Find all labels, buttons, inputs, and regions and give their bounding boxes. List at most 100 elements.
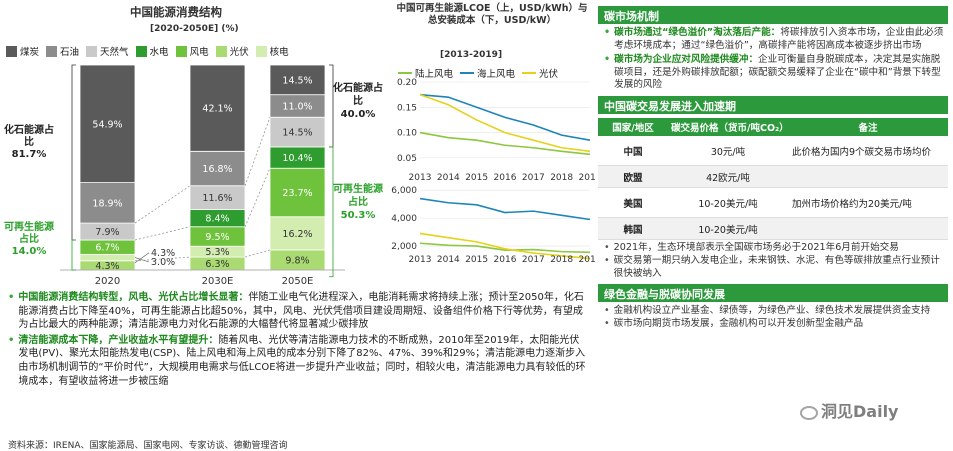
mid-legend-item-2: 光伏 [522,66,558,80]
connector-line [244,249,271,258]
legend-label: 风电 [189,47,209,58]
bar-segment [189,150,246,187]
x-tick-label: 2019 [579,173,596,182]
table-cell-price: 30元/吨 [668,135,788,167]
bar-data-label: 18.9% [92,198,122,209]
y-tick-label: 6,000 [391,186,417,196]
renew-2050-value: 50.3% [340,210,376,221]
x-tick-label: 2030E [202,276,234,287]
bar-data-label: 14.5% [282,75,312,86]
legend-item-0: 煤炭 [6,44,39,58]
right-panel: 碳市场机制 • 碳市场通过“绿色溢价”淘汰落后产能：将碳排放引入资本市场，企业由… [598,6,948,330]
p1-b2-body: 企业可衡量自身脱碳成本，决定其是实施脱碳项目，还是外购碳排放配额；碳配额交易缓释… [614,54,941,91]
legend-swatch [175,45,187,57]
bar-segment [79,182,136,224]
install-cost-line-chart: 2,000 4,000 6,000 2013 2014 2015 2016 2017 2018 2… [391,186,596,264]
mid-legend-item-0: 陆上风电 [398,66,453,80]
x-tick-label: 2018 [550,255,573,264]
lcoe-line-chart: 0.05 0.10 0.15 0.20 2013 2014 2015 2016 2017 2018… [397,78,596,182]
legend-item-5: 光伏 [215,44,249,58]
series-line [419,93,591,153]
callout-line [134,252,150,264]
bar-segment [79,64,136,184]
legend-item-3: 水电 [135,44,169,58]
watermark-logo: 洞见Daily [800,398,898,422]
bullet-dot-icon: • [8,334,15,346]
bullet-dot-icon: • [604,242,610,254]
bar-data-label: 10.4% [282,153,312,164]
legend-label: 石油 [60,47,80,58]
bar-data-label: 16.2% [282,229,312,240]
table-header-note: 备注 [788,117,948,136]
y-tick-label: 2,000 [391,242,417,252]
energy-structure-subtitle: [2020-2050E] (%) [150,24,239,34]
bullet-dot-icon: • [604,305,610,317]
bullet-dot-icon: • [604,255,610,267]
table-row: 欧盟 42欧元/吨 [598,165,948,189]
bracket-fossil-2020 [71,64,76,241]
x-tick-label: 2050E [282,276,314,287]
legend-swatch [255,45,267,57]
series-line [419,197,591,221]
legend-swatch [215,45,227,57]
carbon-price-table: 国家/地区 碳交易价格（货币/吨CO₂） 备注 中国 30元/吨 此价格为国内9… [598,117,948,241]
connector-line [134,256,191,262]
bar-segment [269,64,326,96]
carbon-trading-notes: • 2021年，生态环境部表示全国碳市场务必于2021年6月前开始交易 • 碳交易第… [598,240,948,282]
bar-segment [79,253,136,262]
legend-swatch [46,45,58,57]
legend-swatch [6,45,17,57]
x-tick-label: 2014 [437,255,460,264]
legend-label: 水电 [149,47,169,58]
green-finance-header: 绿色金融与脱碳协同发展 [598,284,948,303]
series-line [419,232,591,260]
table-cell-region: 中国 [598,135,668,167]
bar-data-label: 14.5% [282,128,312,139]
p3-b2: 碳市场向期货市场发展，金融机构可以开发创新型金融产品 [613,317,864,329]
x-tick-label: 2014 [437,173,460,182]
legend-item-4: 风电 [175,44,209,58]
x-tick-label: 2018 [550,173,573,182]
y-tick-label: 0.15 [397,103,417,113]
bar-data-label: 9.5% [205,232,229,243]
table-header-price: 碳交易价格（货币/吨CO₂） [668,117,789,136]
table-cell-note: 加州市场价格约为20美元/吨 [788,187,948,219]
callout-line [134,257,150,263]
bar-data-label: 54.9% [92,119,122,130]
legend-swatch [135,45,147,57]
legend-item-2: 天然气 [86,44,129,58]
legend-line-swatch [398,72,412,74]
renew-2020-label: 可再生能源占比 [4,222,54,245]
bar-segment [189,64,246,152]
bar-data-label: 11.6% [202,193,232,204]
fossil-2020-label: 化石能源占比 [4,125,54,148]
carbon-trading-header: 中国碳交易发展进入加速期 [598,95,948,114]
p1-b1-body: 将碳排放引入资本市场，企业由此必须考虑环境成本；通过“绿色溢价”，高碳排产能将因… [614,27,944,51]
table-cell-note [788,165,948,189]
legend-label: 陆上风电 [415,69,454,80]
legend-line-swatch [460,72,475,74]
p2-b2: 碳交易第一期只纳入发电企业，未来钢铁、水泥、有色等碳排放重点行业预计很快被纳入 [613,255,940,279]
table-cell-region: 欧盟 [598,165,668,189]
wechat-icon [800,405,818,420]
legend-item-6: 核电 [255,44,289,58]
watermark-text: 洞见Daily [821,402,899,421]
legend-swatch [86,45,98,57]
p1-b1-head: 碳市场通过“绿色溢价”淘汰落后产能： [614,27,781,38]
x-tick-label: 2017 [522,255,545,264]
connector-line [134,185,191,224]
renew-2020-value: 14.0% [11,246,47,257]
table-cell-price: 10-20美元/吨 [668,217,788,241]
x-tick-label: 2013 [409,255,432,264]
table-row: 美国 10-20美元/吨 加州市场价格约为20美元/吨 [598,187,948,219]
bar-data-label: 11.0% [282,101,312,112]
table-row: 中国 30元/吨 此价格为国内9个碳交易市场均价 [598,135,948,167]
connector-line [244,168,271,227]
lcoe-title: 中国可再生能源LCOE（上，USD/kWh）与总安装成本（下，USD/kW） [396,3,588,26]
bullet-item-1: • 中国能源消费结构转型，风电、光伏占比增长显著：伴随工业电气化进程深入，电能消… [8,291,588,332]
bullet-1-head: 中国能源消费结构转型，风电、光伏占比增长显著： [18,292,249,303]
table-row: 韩国 10-20美元/吨 [598,217,948,241]
bullet-item-2: • 清洁能源成本下降，产业收益水平有望提升：随着风电、光伏等清洁能源电力技术的不… [8,334,588,388]
legend-label: 天然气 [100,47,129,58]
bullet-dot-icon: • [604,317,610,329]
